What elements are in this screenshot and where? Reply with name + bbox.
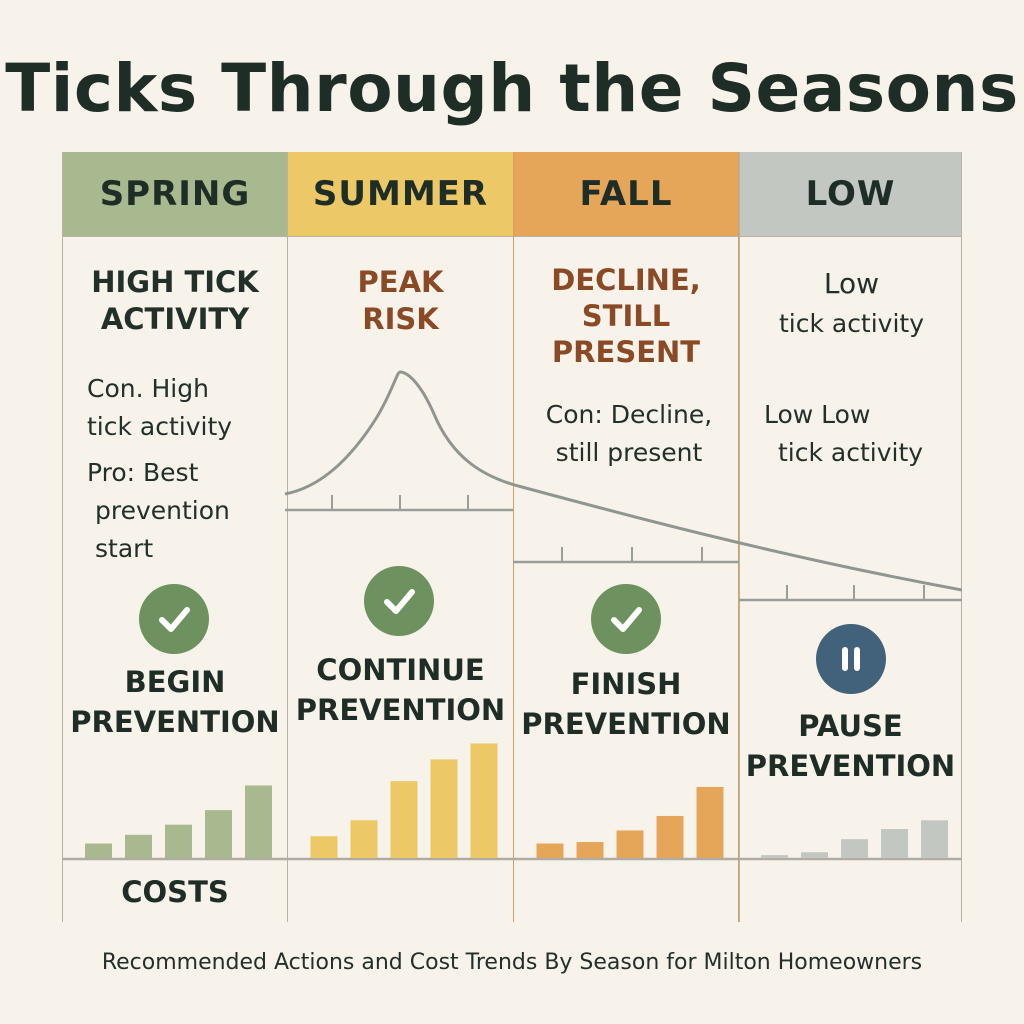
spring-header: SPRING [63, 152, 287, 237]
season-grid: SPRING HIGH TICK ACTIVITY Con. High tick… [62, 152, 962, 922]
summer-column: SUMMER PEAK RISK CONTINUE PREVENTION [287, 152, 513, 922]
cost-bar [205, 810, 232, 858]
summer-header: SUMMER [288, 152, 513, 237]
cost-bar [245, 785, 272, 858]
cost-bars [85, 743, 948, 858]
cost-bar [761, 855, 788, 858]
cost-bar [801, 852, 828, 858]
action-line: PREVENTION [295, 693, 506, 727]
note-line: tick activity [778, 438, 924, 467]
fall-main-line: PRESENT [551, 335, 701, 369]
cost-bar [656, 815, 684, 858]
summer-main-line: PEAK [357, 265, 444, 299]
spring-main-line: ACTIVITY [100, 302, 250, 336]
cost-bar [536, 843, 564, 858]
action-line: PREVENTION [70, 705, 280, 739]
pause-icon [816, 624, 886, 694]
cost-bar [921, 820, 948, 858]
cost-bar [390, 781, 418, 858]
note-line: start [95, 534, 154, 563]
cost-bar [841, 839, 868, 858]
low-main-line: Low [823, 267, 880, 300]
fall-action: FINISH PREVENTION [514, 664, 738, 744]
action-line: PREVENTION [521, 707, 731, 741]
fall-main-line: STILL [581, 299, 671, 333]
summer-main-line: RISK [362, 302, 439, 336]
cost-bar [165, 824, 192, 858]
cost-bar [430, 759, 458, 858]
low-main-text: Low tick activity [740, 264, 963, 344]
action-line: FINISH [570, 667, 682, 701]
risk-and-cost-graphics [62, 370, 962, 861]
note-line: tick activity [87, 412, 233, 441]
low-header: LOW [740, 152, 961, 237]
risk-curve [284, 370, 962, 592]
note-line: Con. High [87, 374, 209, 403]
cost-bar [881, 829, 908, 858]
summer-action: CONTINUE PREVENTION [288, 650, 513, 730]
fall-main-text: DECLINE, STILL PRESENT [514, 262, 738, 370]
cost-bar [125, 834, 152, 858]
summer-main-text: PEAK RISK [288, 264, 513, 338]
action-line: CONTINUE [316, 653, 485, 687]
curve-ticks [331, 495, 925, 600]
cost-bar [696, 786, 724, 858]
spring-action: BEGIN PREVENTION [63, 662, 287, 742]
cost-bar [470, 743, 498, 858]
cost-bar [350, 820, 378, 858]
fall-header: FALL [514, 152, 738, 237]
infographic-title: Ticks Through the Seasons [5, 50, 1019, 127]
action-line: PREVENTION [745, 749, 956, 783]
note-line: still present [555, 438, 703, 467]
checkmark-icon [139, 584, 209, 654]
spring-con-note: Con. High tick activity [87, 370, 232, 446]
spring-column: SPRING HIGH TICK ACTIVITY Con. High tick… [62, 152, 287, 922]
low-main-line: tick activity [778, 309, 925, 338]
note-line: Pro: Best [87, 458, 199, 487]
action-line: PAUSE [798, 709, 903, 743]
caption: Recommended Actions and Cost Trends By S… [101, 950, 923, 975]
low-action: PAUSE PREVENTION [740, 706, 961, 786]
action-line: BEGIN [124, 665, 226, 699]
note-line: Low Low [764, 400, 871, 429]
cost-bar [576, 842, 604, 858]
spring-pro-note: Pro: Best prevention start [87, 454, 230, 568]
low-con-note: Low Low tick activity [764, 396, 923, 472]
costs-label: COSTS [121, 875, 229, 909]
fall-column: FALL DECLINE, STILL PRESENT Con: Decline… [513, 152, 739, 922]
note-line: Con: Decline, [545, 400, 713, 429]
spring-main-text: HIGH TICK ACTIVITY [63, 264, 287, 338]
cost-bar [616, 830, 644, 858]
spring-main-line: HIGH TICK [91, 265, 259, 299]
cost-bar [85, 843, 112, 858]
checkmark-icon [591, 584, 661, 654]
cost-bar [310, 836, 338, 858]
note-line: prevention [95, 496, 230, 525]
fall-main-line: DECLINE, [551, 263, 701, 297]
low-column: LOW Low tick activity Low Low tick activ… [739, 152, 962, 922]
fall-con-note: Con: Decline, still present [534, 396, 724, 472]
checkmark-icon [364, 566, 434, 636]
